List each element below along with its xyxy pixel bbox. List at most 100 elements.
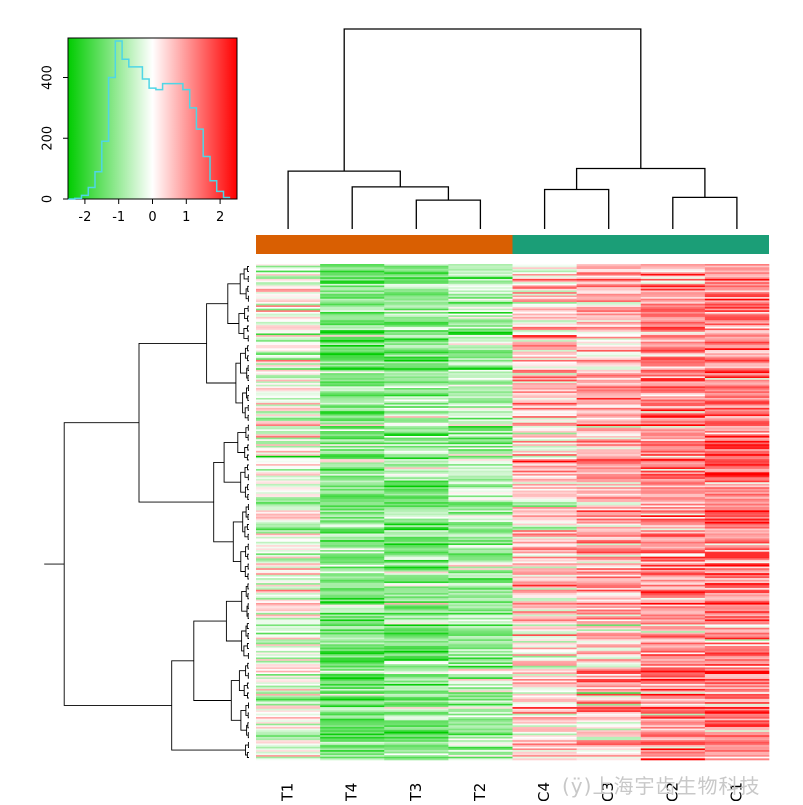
heatmap-cell bbox=[704, 541, 770, 544]
heatmap-cell bbox=[704, 553, 770, 556]
heatmap-cell bbox=[640, 718, 706, 721]
heatmap-cell bbox=[576, 551, 642, 554]
heatmap-cell bbox=[576, 396, 642, 399]
heatmap-cell bbox=[448, 541, 513, 544]
heatmap-cell bbox=[640, 265, 706, 268]
heatmap-cell bbox=[320, 723, 385, 726]
heatmap-cell bbox=[384, 409, 449, 412]
heatmap-cell bbox=[512, 278, 577, 281]
heatmap-cell bbox=[256, 513, 321, 516]
heatmap-cell bbox=[640, 440, 706, 443]
heatmap-cell bbox=[320, 621, 385, 624]
heatmap-cell bbox=[640, 507, 706, 509]
heatmap-cell bbox=[320, 728, 385, 731]
heatmap-cell bbox=[576, 467, 642, 470]
row-dendrogram-branch bbox=[247, 533, 249, 540]
heatmap-cell bbox=[640, 654, 706, 657]
heatmap-cell bbox=[640, 720, 706, 723]
heatmap-cell bbox=[576, 652, 642, 655]
heatmap-cell bbox=[256, 743, 321, 746]
row-dendrogram-branch bbox=[247, 335, 249, 342]
heatmap-cell bbox=[640, 736, 706, 739]
heatmap-cell bbox=[384, 349, 449, 352]
heatmap-cell bbox=[704, 320, 770, 323]
heatmap-cell bbox=[320, 389, 385, 392]
heatmap-cell bbox=[448, 371, 513, 374]
heatmap-cell bbox=[448, 627, 513, 630]
heatmap-cell bbox=[704, 530, 770, 533]
heatmap-cell bbox=[256, 665, 321, 668]
heatmap-cell bbox=[256, 340, 321, 342]
heatmap-cell bbox=[704, 346, 770, 349]
heatmap-cell bbox=[384, 273, 449, 276]
heatmap-cell bbox=[640, 316, 706, 319]
heatmap-cell bbox=[384, 573, 449, 576]
heatmap-cell bbox=[576, 617, 642, 620]
heatmap-cell bbox=[640, 487, 706, 490]
heatmap-cell bbox=[320, 477, 385, 480]
heatmap-cell bbox=[576, 688, 642, 691]
column-label: C4 bbox=[535, 782, 553, 801]
heatmap-cell bbox=[704, 636, 770, 638]
heatmap-cell bbox=[704, 394, 770, 397]
heatmap-cell bbox=[576, 325, 642, 328]
heatmap-cell bbox=[256, 683, 321, 686]
row-dendrogram-branch bbox=[247, 583, 249, 590]
heatmap-cell bbox=[448, 487, 513, 490]
heatmap-cell bbox=[384, 607, 449, 610]
heatmap-cell bbox=[576, 412, 642, 415]
heatmap-cell bbox=[256, 584, 321, 587]
heatmap-cell bbox=[320, 497, 385, 500]
heatmap-cell bbox=[448, 268, 513, 271]
heatmap-cell bbox=[320, 690, 385, 693]
heatmap-cell bbox=[384, 411, 449, 414]
heatmap-cell bbox=[640, 593, 706, 595]
heatmap-cell bbox=[384, 422, 449, 425]
heatmap-cell bbox=[384, 561, 449, 564]
heatmap-cell bbox=[448, 707, 513, 710]
heatmap-cell bbox=[256, 609, 321, 612]
heatmap-cell bbox=[512, 672, 577, 675]
heatmap-cell bbox=[576, 426, 642, 428]
heatmap-cell bbox=[640, 470, 706, 473]
heatmap-cell bbox=[576, 507, 642, 509]
watermark-text: (ÿ)上海宇齿生物科技 bbox=[562, 774, 761, 798]
heatmap-cell bbox=[320, 753, 385, 756]
heatmap-cell bbox=[576, 305, 642, 308]
heatmap-cell bbox=[320, 632, 385, 635]
heatmap-cell bbox=[704, 460, 770, 463]
heatmap-cell bbox=[256, 581, 321, 584]
heatmap-cell bbox=[640, 659, 706, 662]
heatmap-cell bbox=[640, 452, 706, 455]
heatmap-cell bbox=[384, 373, 449, 376]
heatmap-cell bbox=[320, 288, 385, 291]
heatmap-cell bbox=[512, 543, 577, 546]
heatmap-cell bbox=[640, 740, 706, 743]
heatmap-cell bbox=[320, 545, 385, 548]
heatmap-cell bbox=[256, 439, 321, 442]
heatmap-cell bbox=[448, 636, 513, 638]
heatmap-cell bbox=[704, 593, 770, 595]
heatmap-cell bbox=[640, 416, 706, 419]
heatmap-cell bbox=[576, 725, 642, 728]
row-dendrogram-branch bbox=[247, 424, 249, 431]
heatmap-cell bbox=[448, 457, 513, 460]
heatmap-cell bbox=[256, 447, 321, 450]
heatmap-cell bbox=[704, 738, 770, 741]
heatmap-cell bbox=[704, 416, 770, 419]
heatmap-cell bbox=[384, 439, 449, 442]
heatmap-cell bbox=[640, 596, 706, 599]
heatmap-cell bbox=[576, 503, 642, 506]
heatmap-cell bbox=[256, 561, 321, 564]
heatmap-cell bbox=[576, 588, 642, 590]
heatmap-cell bbox=[256, 460, 321, 463]
heatmap-cell bbox=[448, 316, 513, 319]
row-dendrogram-branch bbox=[227, 283, 241, 324]
heatmap-cell bbox=[576, 482, 642, 485]
heatmap-cell bbox=[704, 746, 770, 749]
heatmap-cell bbox=[256, 564, 321, 567]
heatmap-cell bbox=[576, 444, 642, 447]
heatmap-cell bbox=[320, 654, 385, 657]
heatmap-cell bbox=[256, 645, 321, 648]
heatmap-cell bbox=[704, 741, 770, 744]
